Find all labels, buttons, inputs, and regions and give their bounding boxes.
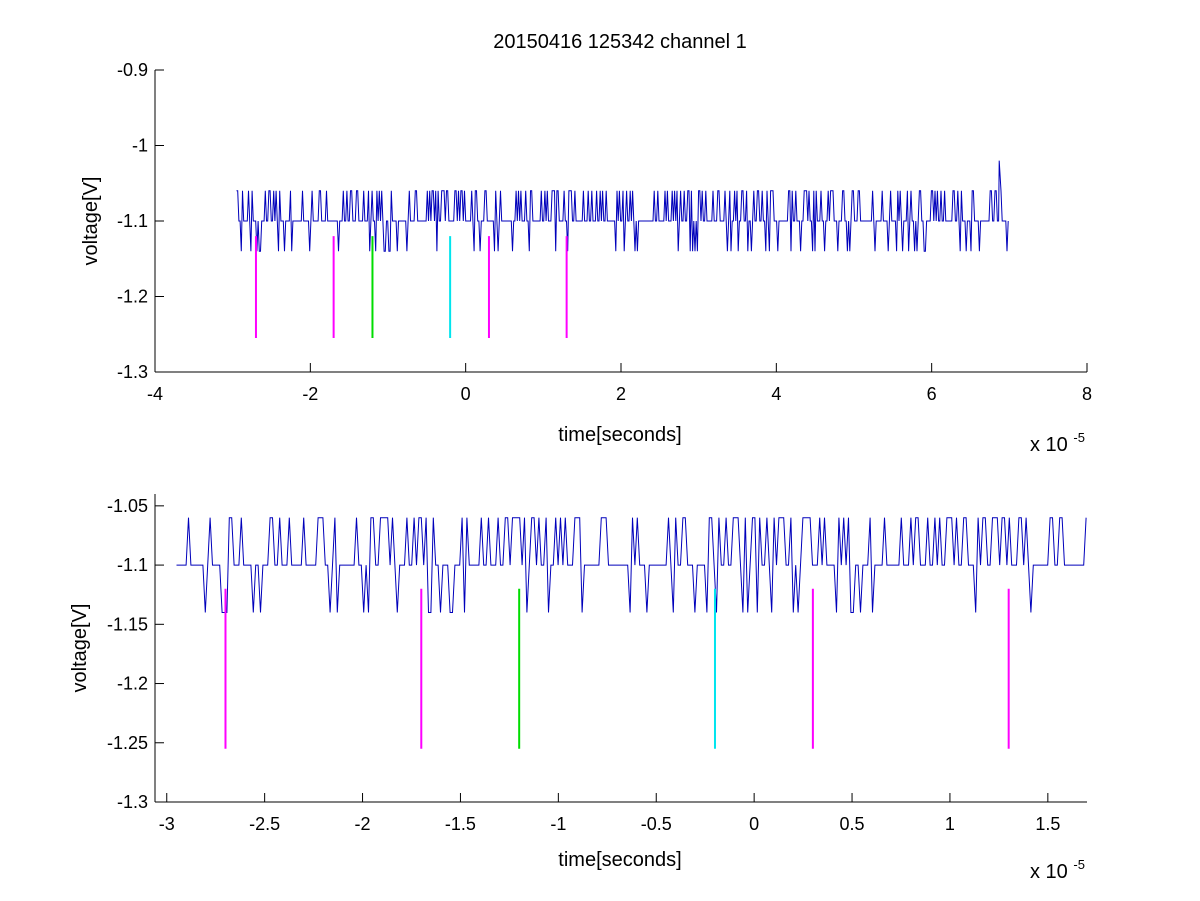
y-axis-label-top: voltage[V] — [80, 177, 102, 266]
y-tick-label: -1.15 — [107, 614, 148, 634]
plot-bottom: -3 -2.5 -2 -1.5 -1 -0.5 0 0.5 1 1.5 -1.3 -1.25 -1.2… — [69, 494, 1087, 883]
x-axis-label-bottom: time[seconds] — [558, 849, 681, 871]
x-tick-label: 1.5 — [1035, 814, 1060, 834]
signal-line — [236, 160, 1009, 252]
x-axis-label-top: time[seconds] — [558, 424, 681, 446]
y-tick-label: -1.1 — [117, 211, 148, 231]
signal-line — [176, 517, 1087, 613]
y-axis-label-bottom: voltage[V] — [69, 604, 91, 693]
x-tick-label: 1 — [945, 814, 955, 834]
x-tick-label: -2 — [355, 814, 371, 834]
y-ticks-bottom: -1.3 -1.25 -1.2 -1.15 -1.1 -1.05 — [107, 496, 164, 812]
x-tick-label: -1 — [550, 814, 566, 834]
y-tick-label: -1.1 — [117, 555, 148, 575]
y-tick-label: -1 — [132, 136, 148, 156]
y-tick-label: -1.2 — [117, 674, 148, 694]
x-tick-label: -2 — [302, 384, 318, 404]
y-tick-label: -1.3 — [117, 792, 148, 812]
x-exponent-base-bottom: x 10 — [1030, 861, 1068, 883]
x-exponent-bottom: x 10 -5 — [1030, 857, 1085, 883]
y-tick-label: -0.9 — [117, 60, 148, 80]
signal-trace-top — [236, 160, 1009, 252]
x-tick-label: -4 — [147, 384, 163, 404]
x-ticks-top: -4 -2 0 2 4 6 8 — [147, 363, 1092, 404]
x-tick-label: 4 — [771, 384, 781, 404]
markers-bottom — [224, 588, 1010, 749]
x-tick-label: 8 — [1082, 384, 1092, 404]
y-tick-label: -1.05 — [107, 496, 148, 516]
x-tick-label: -3 — [159, 814, 175, 834]
signal-trace-bottom — [176, 517, 1087, 613]
x-exponent-base-top: x 10 — [1030, 434, 1068, 456]
plot-top: -4 -2 0 2 4 6 8 -1.3 -1.2 -1.1 -1 -0.9 time[second… — [80, 60, 1092, 456]
x-exponent-power-bottom: -5 — [1073, 857, 1085, 872]
chart-title: 20150416 125342 channel 1 — [493, 31, 747, 53]
y-tick-label: -1.3 — [117, 362, 148, 382]
x-tick-label: 2 — [616, 384, 626, 404]
x-tick-label: -1.5 — [445, 814, 476, 834]
x-tick-label: 6 — [927, 384, 937, 404]
y-tick-label: -1.25 — [107, 733, 148, 753]
x-tick-label: 0 — [461, 384, 471, 404]
x-exponent-top: x 10 -5 — [1030, 430, 1085, 456]
x-tick-label: 0.5 — [840, 814, 865, 834]
y-ticks-top: -1.3 -1.2 -1.1 -1 -0.9 — [117, 60, 164, 382]
x-ticks-bottom: -3 -2.5 -2 -1.5 -1 -0.5 0 0.5 1 1.5 — [159, 793, 1060, 834]
markers-top — [254, 236, 568, 339]
x-tick-label: -2.5 — [249, 814, 280, 834]
x-tick-label: -0.5 — [641, 814, 672, 834]
y-tick-label: -1.2 — [117, 287, 148, 307]
x-exponent-power-top: -5 — [1073, 430, 1085, 445]
x-tick-label: 0 — [749, 814, 759, 834]
